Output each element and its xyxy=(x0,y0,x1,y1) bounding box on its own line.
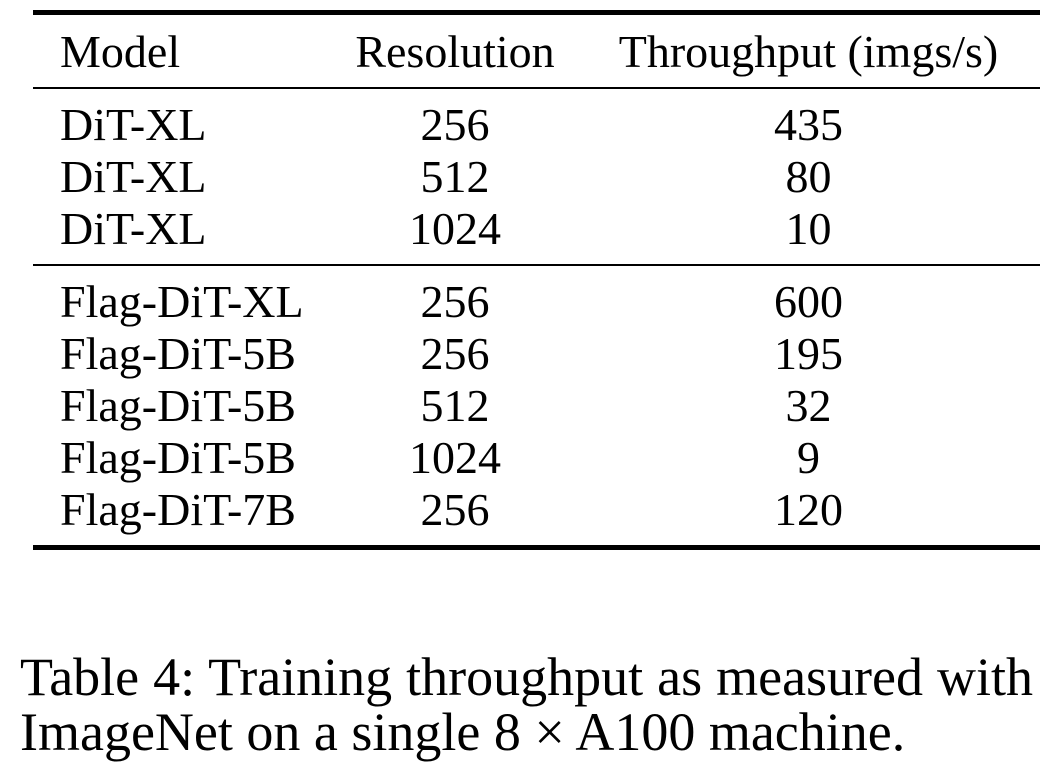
table-header-row: Model Resolution Throughput (imgs/s) xyxy=(33,15,1040,87)
cell-throughput: 32 xyxy=(785,380,832,431)
table-rule-bottom xyxy=(33,545,1040,550)
column-header-throughput: Throughput (imgs/s) xyxy=(618,25,999,77)
table-group-flag-dit: Flag-DiT-XL 256 600 Flag-DiT-5B 256 195 … xyxy=(33,266,1040,545)
table-caption: Table 4: Training throughput as measured… xyxy=(20,650,1033,760)
table-rule-header xyxy=(33,87,1040,89)
cell-throughput: 10 xyxy=(785,203,832,254)
cell-resolution: 512 xyxy=(420,151,490,202)
cell-resolution: 256 xyxy=(420,328,490,379)
cell-throughput: 600 xyxy=(774,276,843,327)
table-row: Flag-DiT-5B 1024 9 xyxy=(33,432,1040,484)
cell-throughput: 195 xyxy=(774,328,843,379)
cell-model: Flag-DiT-5B xyxy=(60,432,296,483)
cell-resolution: 512 xyxy=(420,380,490,431)
table-caption-line-2: ImageNet on a single 8 × A100 machine. xyxy=(20,702,906,762)
cell-model: Flag-DiT-7B xyxy=(60,484,296,535)
table-rule-top xyxy=(33,10,1040,15)
training-throughput-table: Model Resolution Throughput (imgs/s) DiT… xyxy=(33,10,1040,550)
cell-resolution: 256 xyxy=(420,484,490,535)
cell-throughput: 435 xyxy=(774,99,843,150)
table-caption-line-1: Table 4: Training throughput as measured… xyxy=(20,647,1033,707)
cell-model: Flag-DiT-XL xyxy=(60,276,304,327)
cell-resolution: 256 xyxy=(420,276,490,327)
table-rule-group-separator xyxy=(33,264,1040,266)
cell-model: Flag-DiT-5B xyxy=(60,380,296,431)
column-header-model: Model xyxy=(60,25,181,77)
table-row: DiT-XL 1024 10 xyxy=(33,203,1040,255)
cell-model: DiT-XL xyxy=(60,151,207,202)
cell-model: DiT-XL xyxy=(60,203,207,254)
cell-resolution: 1024 xyxy=(409,203,501,254)
table-row: Flag-DiT-XL 256 600 xyxy=(33,276,1040,328)
cell-throughput: 9 xyxy=(797,432,820,483)
cell-resolution: 1024 xyxy=(409,432,501,483)
table-group-dit: DiT-XL 256 435 DiT-XL 512 80 DiT-XL 1024… xyxy=(33,89,1040,264)
cell-resolution: 256 xyxy=(420,99,490,150)
cell-model: Flag-DiT-5B xyxy=(60,328,296,379)
cell-throughput: 120 xyxy=(774,484,843,535)
table-row: Flag-DiT-7B 256 120 xyxy=(33,484,1040,536)
table-row: DiT-XL 256 435 xyxy=(33,99,1040,151)
table-row: Flag-DiT-5B 512 32 xyxy=(33,380,1040,432)
table-row: Flag-DiT-5B 256 195 xyxy=(33,328,1040,380)
cell-throughput: 80 xyxy=(785,151,832,202)
table-row: DiT-XL 512 80 xyxy=(33,151,1040,203)
cell-model: DiT-XL xyxy=(60,99,207,150)
column-header-resolution: Resolution xyxy=(355,25,555,77)
